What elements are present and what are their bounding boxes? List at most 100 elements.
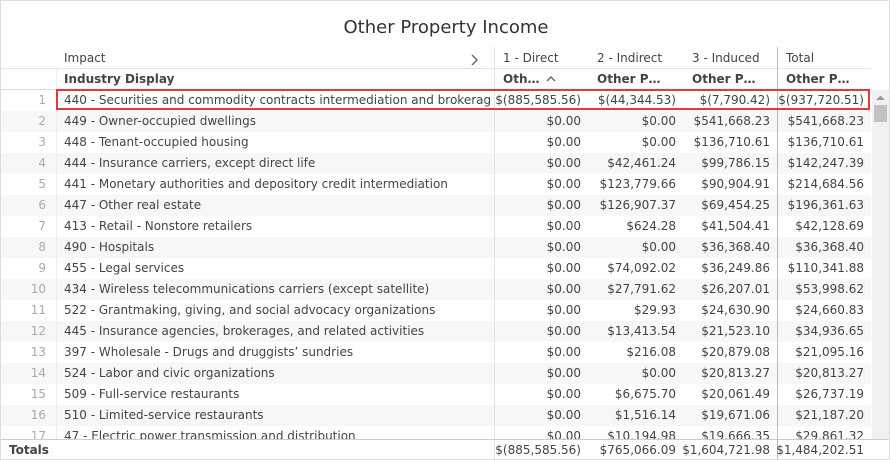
value: $126,907.37 [599,198,676,212]
value: $123,779.66 [599,177,676,191]
value: $0.00 [546,177,581,191]
totals-row: Totals $(885,585.56) $765,066.09 $1,604,721… [1,440,871,459]
totals-label: Totals [9,443,49,457]
industry: 509 - Full-service restaurants [64,387,240,401]
table-row: 1 440 - Securities and commodity contract… [1,90,871,111]
industry: 397 - Wholesale - Drugs and druggists’ s… [64,345,354,359]
column-header: Industry Display [64,72,175,86]
table-row: 10 434 - Wireless telecommunications carr… [1,279,871,300]
value: $20,879.08 [701,345,770,359]
industry: 444 - Insurance carriers, except direct … [64,156,316,170]
value: $136,710.61 [787,135,864,149]
value: $196,361.63 [787,198,864,212]
table-header: Impact 1 - Direct 2 - Indirect 3 - Induced T… [1,47,871,90]
value: $0.00 [546,240,581,254]
value: $541,668.23 [693,114,770,128]
row-number: 14 [30,366,46,380]
scroll-thumb[interactable] [874,105,887,122]
value: $1,516.14 [614,408,676,422]
value: $(937,720.51) [778,93,864,107]
value: $110,341.88 [787,261,864,275]
table-row: 7 413 - Retail - Nonstore retailers $0.00 $… [1,216,871,237]
table-row: 4 444 - Insurance carriers, except direct… [1,153,871,174]
value: $624.28 [626,219,676,233]
value: $541,668.23 [787,114,864,128]
value: $0.00 [546,282,581,296]
divider [1,439,889,440]
value: $21,095.16 [795,345,864,359]
value: $0.00 [546,156,581,170]
row-number: 11 [30,303,46,317]
sort-icon[interactable] [545,73,557,85]
value: $99,786.15 [701,156,770,170]
value: $36,368.40 [795,240,864,254]
value: $27,791.62 [607,282,676,296]
value: $(7,790.42) [699,93,770,107]
row-number: 3 [38,135,46,149]
column-header: Other P… [597,72,661,86]
row-number: 1 [38,93,46,107]
value: $29.93 [634,303,676,317]
industry: 47 - Electric power transmission and dis… [64,429,356,439]
industry: 440 - Securities and commodity contracts… [64,93,492,107]
total-value: $1,484,202.51 [776,443,864,457]
total-value: $765,066.09 [599,443,676,457]
value: $26,207.01 [701,282,770,296]
industry: 510 - Limited-service restaurants [64,408,264,422]
table-body: 1 440 - Securities and commodity contract… [1,90,871,439]
table-row: 12 445 - Insurance agencies, brokerages, … [1,321,871,342]
table-row: 11 522 - Grantmaking, giving, and social … [1,300,871,321]
value: $0.00 [641,114,676,128]
industry: 524 - Labor and civic organizations [64,366,275,380]
value: $216.08 [626,345,676,359]
value: $214,684.56 [787,177,864,191]
scroll-up[interactable] [872,92,889,104]
column-header: Other P… [692,72,756,86]
value: $21,523.10 [701,324,770,338]
group-header: 2 - Indirect [597,51,663,65]
column-header: Oth… [503,72,540,86]
value: $0.00 [641,240,676,254]
value: $41,504.41 [701,219,770,233]
table-row: 13 397 - Wholesale - Drugs and druggists’… [1,342,871,363]
industry: 522 - Grantmaking, giving, and social ad… [64,303,436,317]
title: Other Property Income [343,17,549,38]
table-row: 5 441 - Monetary authorities and deposito… [1,174,871,195]
value: $0.00 [546,387,581,401]
row-number: 7 [38,219,46,233]
group-header: 1 - Direct [503,51,559,65]
industry: 434 - Wireless telecommunications carrie… [64,282,430,296]
value: $0.00 [546,429,581,439]
row-number: 12 [30,324,46,338]
value: $20,813.27 [701,366,770,380]
value: $136,710.61 [693,135,770,149]
table-row: 14 524 - Labor and civic organizations $0.… [1,363,871,384]
value: $24,660.83 [795,303,864,317]
industry: 490 - Hospitals [64,240,155,254]
row-number: 4 [38,156,46,170]
value: $74,092.02 [607,261,676,275]
value: $19,666.35 [701,429,770,439]
table-row: 9 455 - Legal services $0.00 $74,092.02 $36,… [1,258,871,279]
row-number: 13 [30,345,46,359]
value: $0.00 [546,219,581,233]
scrollbar[interactable] [872,90,889,439]
total-value: $(885,585.56) [495,443,581,457]
industry: 441 - Monetary authorities and depositor… [64,177,448,191]
table-row: 15 509 - Full-service restaurants $0.00 $6,… [1,384,871,405]
value: $69,454.25 [701,198,770,212]
value: $34,936.65 [795,324,864,338]
table-row: 6 447 - Other real estate $0.00 $126,907.37… [1,195,871,216]
table-row: 2 449 - Owner-occupied dwellings $0.00 $0.0… [1,111,871,132]
group-header: 3 - Induced [692,51,760,65]
row-number: 16 [30,408,46,422]
table-row: 16 510 - Limited-service restaurants $0.00… [1,405,871,426]
row-number: 9 [38,261,46,275]
industry: 455 - Legal services [64,261,185,275]
value: $142,247.39 [787,156,864,170]
expand-icon[interactable] [469,53,481,67]
column-header: Other P… [786,72,850,86]
industry: 449 - Owner-occupied dwellings [64,114,257,128]
value: $0.00 [546,408,581,422]
